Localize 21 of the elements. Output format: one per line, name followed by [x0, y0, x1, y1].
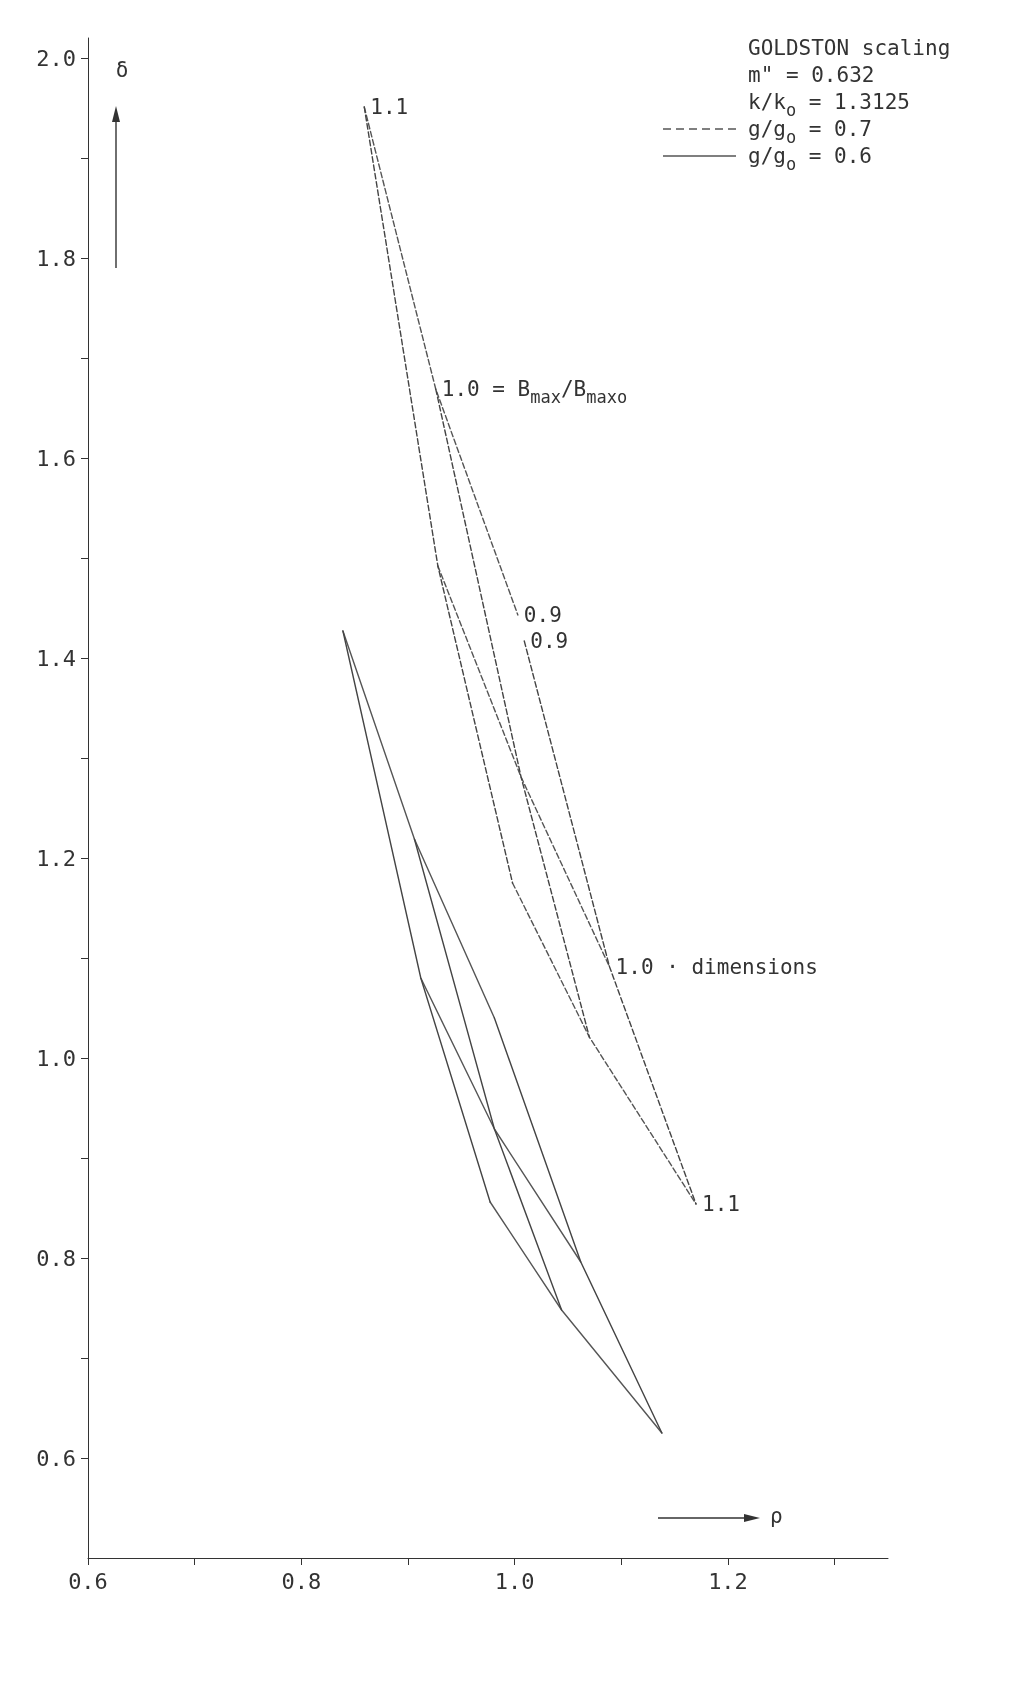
x-tick-label: 1.0: [494, 1568, 535, 1594]
annotation: 0.9: [530, 629, 569, 653]
y-axis-title: δ: [115, 58, 129, 82]
annotation: 1.1: [370, 95, 409, 119]
y-tick-label: 1.2: [36, 845, 76, 871]
annotation: 1.1: [702, 1192, 740, 1216]
y-tick-label: 0.8: [36, 1245, 76, 1271]
y-tick-label: 2.0: [36, 45, 76, 71]
annotation: 1.0 · dimensions: [615, 955, 818, 979]
y-tick-label: 1.0: [36, 1045, 76, 1071]
y-tick-label: 1.6: [36, 445, 76, 471]
y-tick-label: 1.8: [36, 245, 76, 271]
annotation: 0.9: [523, 603, 562, 627]
y-tick-label: 1.4: [36, 645, 76, 671]
x-tick-label: 1.2: [708, 1568, 748, 1594]
x-axis-title: ρ: [770, 1504, 783, 1528]
legend-title: GOLDSTON scaling: [748, 36, 951, 60]
x-tick-label: 0.8: [281, 1568, 322, 1594]
annotation: m" = 0.632: [748, 63, 875, 87]
y-tick-label: 0.6: [36, 1445, 76, 1471]
x-tick-label: 0.6: [68, 1568, 108, 1594]
